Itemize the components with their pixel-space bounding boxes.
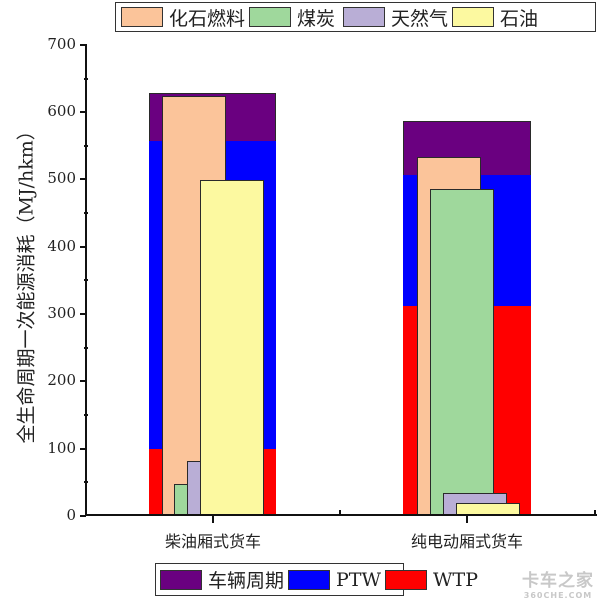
bar-ev-coal <box>430 189 494 515</box>
y-tick-minor <box>84 212 88 214</box>
x-tick-minor <box>594 510 596 516</box>
watermark-line1: 卡车之家 <box>522 571 594 591</box>
legend-bottom: 车辆周期 PTW WTP <box>155 563 478 596</box>
legend-item-fossil-fuel: 化石燃料 <box>121 4 249 31</box>
y-tick-minor <box>84 145 88 147</box>
y-tick-label: 100 <box>47 439 76 457</box>
bar-diesel-coal <box>174 484 188 515</box>
y-tick-label: 200 <box>47 371 76 389</box>
legend-item-ptw: PTW <box>288 569 385 591</box>
legend-item-vehicle-cycle: 车辆周期 <box>160 566 288 593</box>
legend-swatch-wtp <box>385 569 428 590</box>
y-tick-minor <box>84 78 88 80</box>
y-tick <box>80 448 86 450</box>
legend-swatch-vehicle-cycle <box>160 569 202 590</box>
y-tick-label: 0 <box>66 506 76 524</box>
legend-swatch-oil <box>452 7 495 27</box>
y-tick <box>80 178 86 180</box>
legend-label: 天然气 <box>391 7 449 30</box>
y-tick-label: 300 <box>47 304 76 322</box>
y-tick-label: 700 <box>47 35 76 53</box>
legend-item-oil: 石油 <box>452 4 542 31</box>
legend-label: PTW <box>336 568 382 591</box>
legend-swatch-coal <box>249 7 292 27</box>
watermark: 卡车之家 360CHE.COM <box>522 566 594 600</box>
y-tick <box>80 313 86 315</box>
y-tick <box>80 515 86 517</box>
x-tick <box>212 515 214 523</box>
legend-swatch-natural-gas <box>343 7 386 27</box>
legend-label: 煤炭 <box>297 7 336 30</box>
x-tick <box>466 515 468 523</box>
x-label-ev: 纯电动厢式货车 <box>410 532 523 551</box>
legend-top: 化石燃料 煤炭 天然气 石油 <box>115 2 596 32</box>
bar-diesel-natural-gas <box>187 461 201 515</box>
y-tick-label: 400 <box>47 237 76 255</box>
watermark-line2: 360CHE.COM <box>523 591 593 600</box>
y-tick-minor <box>84 347 88 349</box>
legend-label: 化石燃料 <box>169 7 246 30</box>
y-tick <box>80 380 86 382</box>
y-tick <box>80 44 86 46</box>
legend-item-wtp: WTP <box>385 569 482 591</box>
legend-item-natural-gas: 天然气 <box>343 4 452 31</box>
legend-label: WTP <box>433 568 479 591</box>
y-tick-minor <box>84 414 88 416</box>
legend-item-coal: 煤炭 <box>249 4 343 31</box>
y-axis-title: 全生命周期一次能源消耗（MJ/hkm） <box>15 121 38 444</box>
y-tick <box>80 111 86 113</box>
legend-swatch-fossil-fuel <box>121 7 163 27</box>
legend-label: 车辆周期 <box>208 570 285 592</box>
y-tick-label: 500 <box>47 169 76 187</box>
legend-swatch-ptw <box>288 569 331 590</box>
y-tick-minor <box>84 279 88 281</box>
legend-label: 石油 <box>500 7 539 30</box>
bar-diesel-oil <box>200 180 264 515</box>
x-tick-minor <box>339 510 341 516</box>
y-tick <box>80 246 86 248</box>
x-label-diesel: 柴油厢式货车 <box>164 532 261 551</box>
y-tick-label: 600 <box>47 102 76 120</box>
y-tick-minor <box>84 481 88 483</box>
x-axis <box>85 514 597 516</box>
